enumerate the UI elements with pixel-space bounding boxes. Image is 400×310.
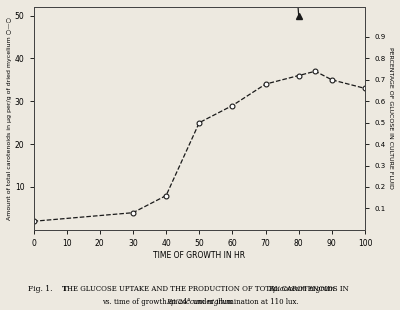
Text: Fig. 1.: Fig. 1. [28, 285, 52, 293]
Text: vs. time of growth at 24° under illumination at 110 lux.: vs. time of growth at 24° under illumina… [102, 298, 298, 306]
X-axis label: TIME OF GROWTH IN HR: TIME OF GROWTH IN HR [153, 251, 245, 260]
Y-axis label: PERCENTAGE OF GLUCOSE IN CULTURE FLUID: PERCENTAGE OF GLUCOSE IN CULTURE FLUID [388, 47, 393, 189]
Text: Epicoccum nigrum: Epicoccum nigrum [268, 285, 335, 293]
Text: T: T [62, 285, 68, 293]
Text: Epicoccum nigrum: Epicoccum nigrum [166, 298, 234, 306]
Y-axis label: Amount of total carotenoids in μg per/g of dried mycelium ○—○: Amount of total carotenoids in μg per/g … [7, 17, 12, 220]
Text: HE GLUCOSE UPTAKE AND THE PRODUCTION OF TOTAL CAROTENOIDS IN: HE GLUCOSE UPTAKE AND THE PRODUCTION OF … [67, 285, 349, 293]
